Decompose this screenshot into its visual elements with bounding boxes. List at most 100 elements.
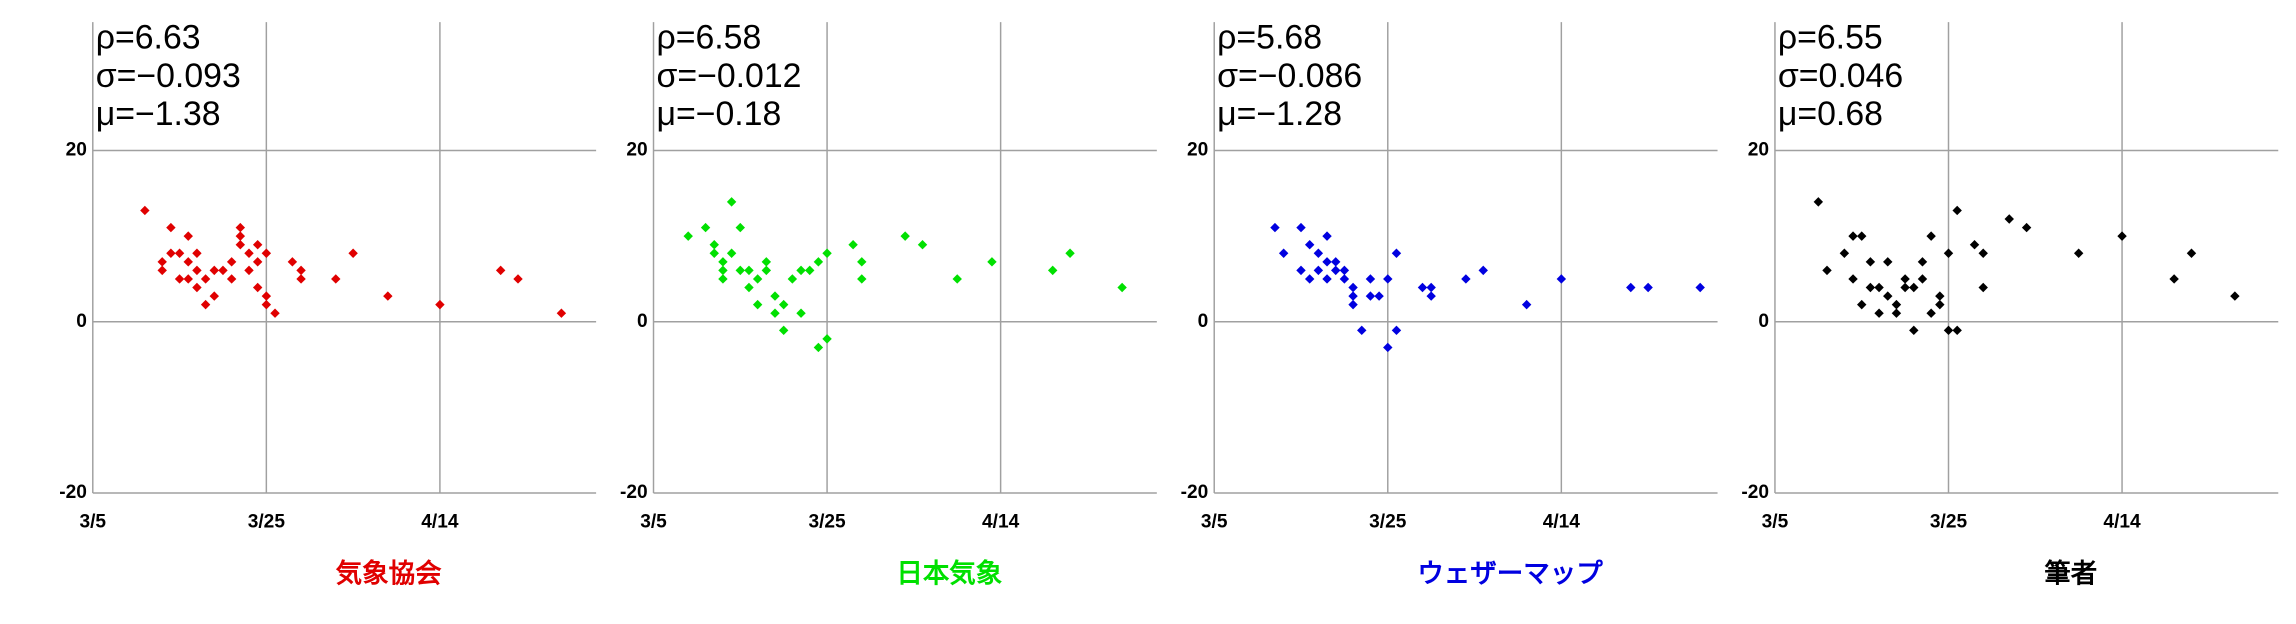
point bbox=[709, 239, 719, 250]
point bbox=[1339, 265, 1350, 276]
point bbox=[218, 265, 228, 276]
x-tick-label: 3/25 bbox=[808, 511, 846, 532]
point bbox=[1883, 291, 1893, 301]
point bbox=[157, 265, 167, 276]
point bbox=[1047, 265, 1058, 276]
point bbox=[1926, 231, 1936, 241]
point bbox=[1357, 325, 1367, 336]
point bbox=[1391, 248, 1402, 258]
y-tick-label: 20 bbox=[1748, 140, 1769, 161]
point bbox=[1426, 282, 1436, 293]
point bbox=[1304, 274, 1315, 284]
point bbox=[735, 222, 745, 233]
point bbox=[348, 248, 358, 258]
point bbox=[244, 265, 254, 276]
point bbox=[1461, 274, 1471, 284]
point bbox=[709, 248, 719, 258]
point bbox=[174, 274, 185, 284]
point bbox=[244, 248, 254, 258]
point bbox=[1848, 274, 1858, 284]
point bbox=[770, 308, 780, 318]
annotation: σ=0.046 bbox=[1778, 57, 1903, 95]
point bbox=[813, 342, 824, 353]
point bbox=[1857, 231, 1867, 241]
point bbox=[495, 265, 506, 276]
point bbox=[952, 274, 962, 284]
annotation: μ=−1.38 bbox=[96, 95, 221, 133]
point bbox=[1065, 248, 1075, 258]
point bbox=[761, 257, 772, 267]
point bbox=[726, 248, 737, 258]
point bbox=[261, 299, 272, 310]
x-tick-label: 4/14 bbox=[2103, 511, 2141, 532]
point bbox=[1426, 291, 1436, 301]
point bbox=[2021, 222, 2032, 233]
point bbox=[1417, 282, 1428, 293]
point bbox=[1874, 282, 1884, 293]
point bbox=[718, 265, 728, 276]
series-name: 気象協会 bbox=[336, 558, 442, 588]
point bbox=[1348, 282, 1358, 293]
point bbox=[435, 299, 445, 310]
point bbox=[744, 282, 754, 293]
point bbox=[900, 231, 910, 241]
point bbox=[796, 308, 806, 318]
point bbox=[1278, 248, 1289, 258]
point bbox=[2186, 248, 2197, 258]
point bbox=[1270, 222, 1280, 233]
point bbox=[200, 274, 211, 284]
point bbox=[1978, 248, 1988, 258]
x-tick-label: 3/25 bbox=[248, 511, 286, 532]
point bbox=[252, 239, 263, 250]
point bbox=[252, 282, 263, 293]
y-tick-label: 0 bbox=[1758, 311, 1769, 332]
point bbox=[778, 299, 789, 310]
point bbox=[822, 248, 832, 258]
point bbox=[1322, 257, 1332, 267]
point bbox=[1891, 299, 1902, 310]
y-tick-label: -20 bbox=[59, 482, 87, 503]
point bbox=[1322, 274, 1332, 284]
point bbox=[1857, 299, 1867, 310]
point bbox=[1313, 265, 1324, 276]
point bbox=[1900, 282, 1910, 293]
point bbox=[987, 257, 997, 267]
point bbox=[787, 274, 798, 284]
series-name: ウェザーマップ bbox=[1417, 558, 1603, 588]
point bbox=[1383, 342, 1393, 353]
y-tick-label: 20 bbox=[626, 140, 647, 161]
point bbox=[1943, 248, 1954, 258]
point bbox=[1331, 257, 1341, 267]
x-tick-label: 4/14 bbox=[1543, 511, 1581, 532]
annotation: ρ=5.68 bbox=[1217, 19, 1322, 57]
point bbox=[1478, 265, 1488, 276]
point bbox=[261, 248, 272, 258]
point bbox=[1952, 205, 1962, 216]
series-name: 日本気象 bbox=[896, 558, 1002, 588]
point bbox=[1952, 325, 1962, 336]
annotation: μ=−1.28 bbox=[1217, 95, 1342, 133]
point bbox=[209, 291, 219, 301]
point bbox=[778, 325, 789, 336]
x-tick-label: 3/5 bbox=[640, 511, 667, 532]
point bbox=[770, 291, 780, 301]
point bbox=[1304, 239, 1315, 250]
annotation: σ=−0.012 bbox=[656, 57, 801, 95]
point bbox=[1891, 308, 1902, 318]
point bbox=[700, 222, 711, 233]
y-tick-label: 0 bbox=[637, 311, 648, 332]
point bbox=[183, 231, 193, 241]
point bbox=[683, 231, 693, 241]
point bbox=[2004, 214, 2014, 224]
point bbox=[735, 265, 745, 276]
point bbox=[857, 257, 867, 267]
point bbox=[1839, 248, 1850, 258]
point bbox=[192, 282, 202, 293]
point bbox=[1556, 274, 1567, 284]
point bbox=[174, 248, 185, 258]
annotation: μ=0.68 bbox=[1778, 95, 1883, 133]
point bbox=[261, 291, 272, 301]
point bbox=[1978, 282, 1988, 293]
point bbox=[2073, 248, 2084, 258]
